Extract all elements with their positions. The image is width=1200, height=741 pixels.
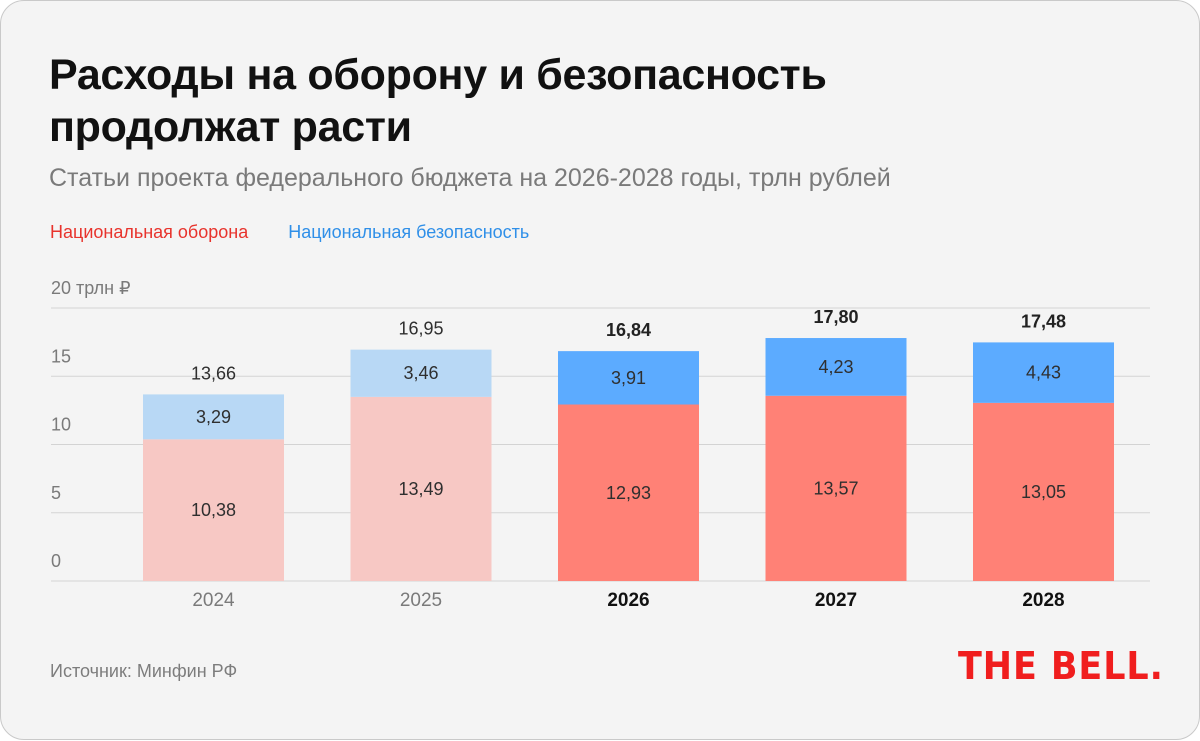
data-label-security: 3,91: [611, 368, 646, 388]
data-label-security: 3,46: [403, 363, 438, 383]
bar-security-2024: [143, 394, 284, 440]
data-label-total: 17,80: [813, 307, 858, 327]
y-axis-ticks: 0 5 10 15 20 трлн ₽: [51, 278, 131, 571]
data-label-defense: 13,57: [813, 478, 858, 498]
x-tick-label: 2025: [400, 590, 442, 611]
bar-defense-2027: [765, 395, 907, 581]
y-tick-label: 10: [51, 415, 71, 435]
data-label-total: 16,84: [606, 320, 651, 340]
data-label-defense: 13,49: [398, 479, 443, 499]
source-note: Источник: Минфин РФ: [50, 661, 238, 681]
x-tick-label: 2024: [192, 590, 235, 611]
chart-title: Расходы на оборону и безопасность продол…: [49, 51, 827, 151]
data-label-security: 4,23: [818, 357, 853, 377]
bar-defense-2028: [973, 402, 1114, 581]
legend: Национальная оборона Национальная безопа…: [50, 222, 529, 243]
y-tick-label: 5: [51, 483, 61, 503]
data-labels: 10,38 3,29 13,66 13,49 3,46 16,95 12,93 3,91 16,…: [191, 307, 1066, 520]
bar-security-2025: [350, 349, 492, 397]
y-tick-label: 20 трлн ₽: [51, 278, 131, 298]
x-tick-label: 2027: [815, 590, 857, 611]
bar-defense-2025: [350, 396, 492, 581]
x-tick-label: 2028: [1022, 590, 1064, 611]
legend-item-security: Национальная безопасность: [288, 222, 530, 242]
data-label-total: 13,66: [191, 363, 236, 383]
bar-security-2027: [765, 338, 907, 396]
bar-security-2028: [973, 342, 1114, 403]
bar-defense-2026: [558, 404, 699, 581]
data-label-defense: 12,93: [606, 483, 651, 503]
legend-item-defense: Национальная оборона: [50, 222, 249, 242]
y-tick-label: 15: [51, 346, 71, 366]
x-axis-labels: 2024 2025 2026 2027 2028: [192, 590, 1064, 611]
y-tick-label: 0: [51, 551, 61, 571]
bars: [143, 338, 1114, 581]
data-label-total: 16,95: [398, 319, 443, 339]
data-label-security: 4,43: [1026, 363, 1061, 383]
x-tick-label: 2026: [607, 590, 649, 611]
data-label-defense: 10,38: [191, 500, 236, 520]
data-label-defense: 13,05: [1021, 482, 1066, 502]
the-bell-logo: THE BELL.: [958, 644, 1164, 688]
bar-defense-2024: [143, 439, 284, 581]
data-label-total: 17,48: [1021, 311, 1066, 331]
chart-subtitle: Статьи проекта федерального бюджета на 2…: [49, 164, 891, 192]
bar-security-2026: [558, 351, 699, 405]
data-label-security: 3,29: [196, 407, 231, 427]
